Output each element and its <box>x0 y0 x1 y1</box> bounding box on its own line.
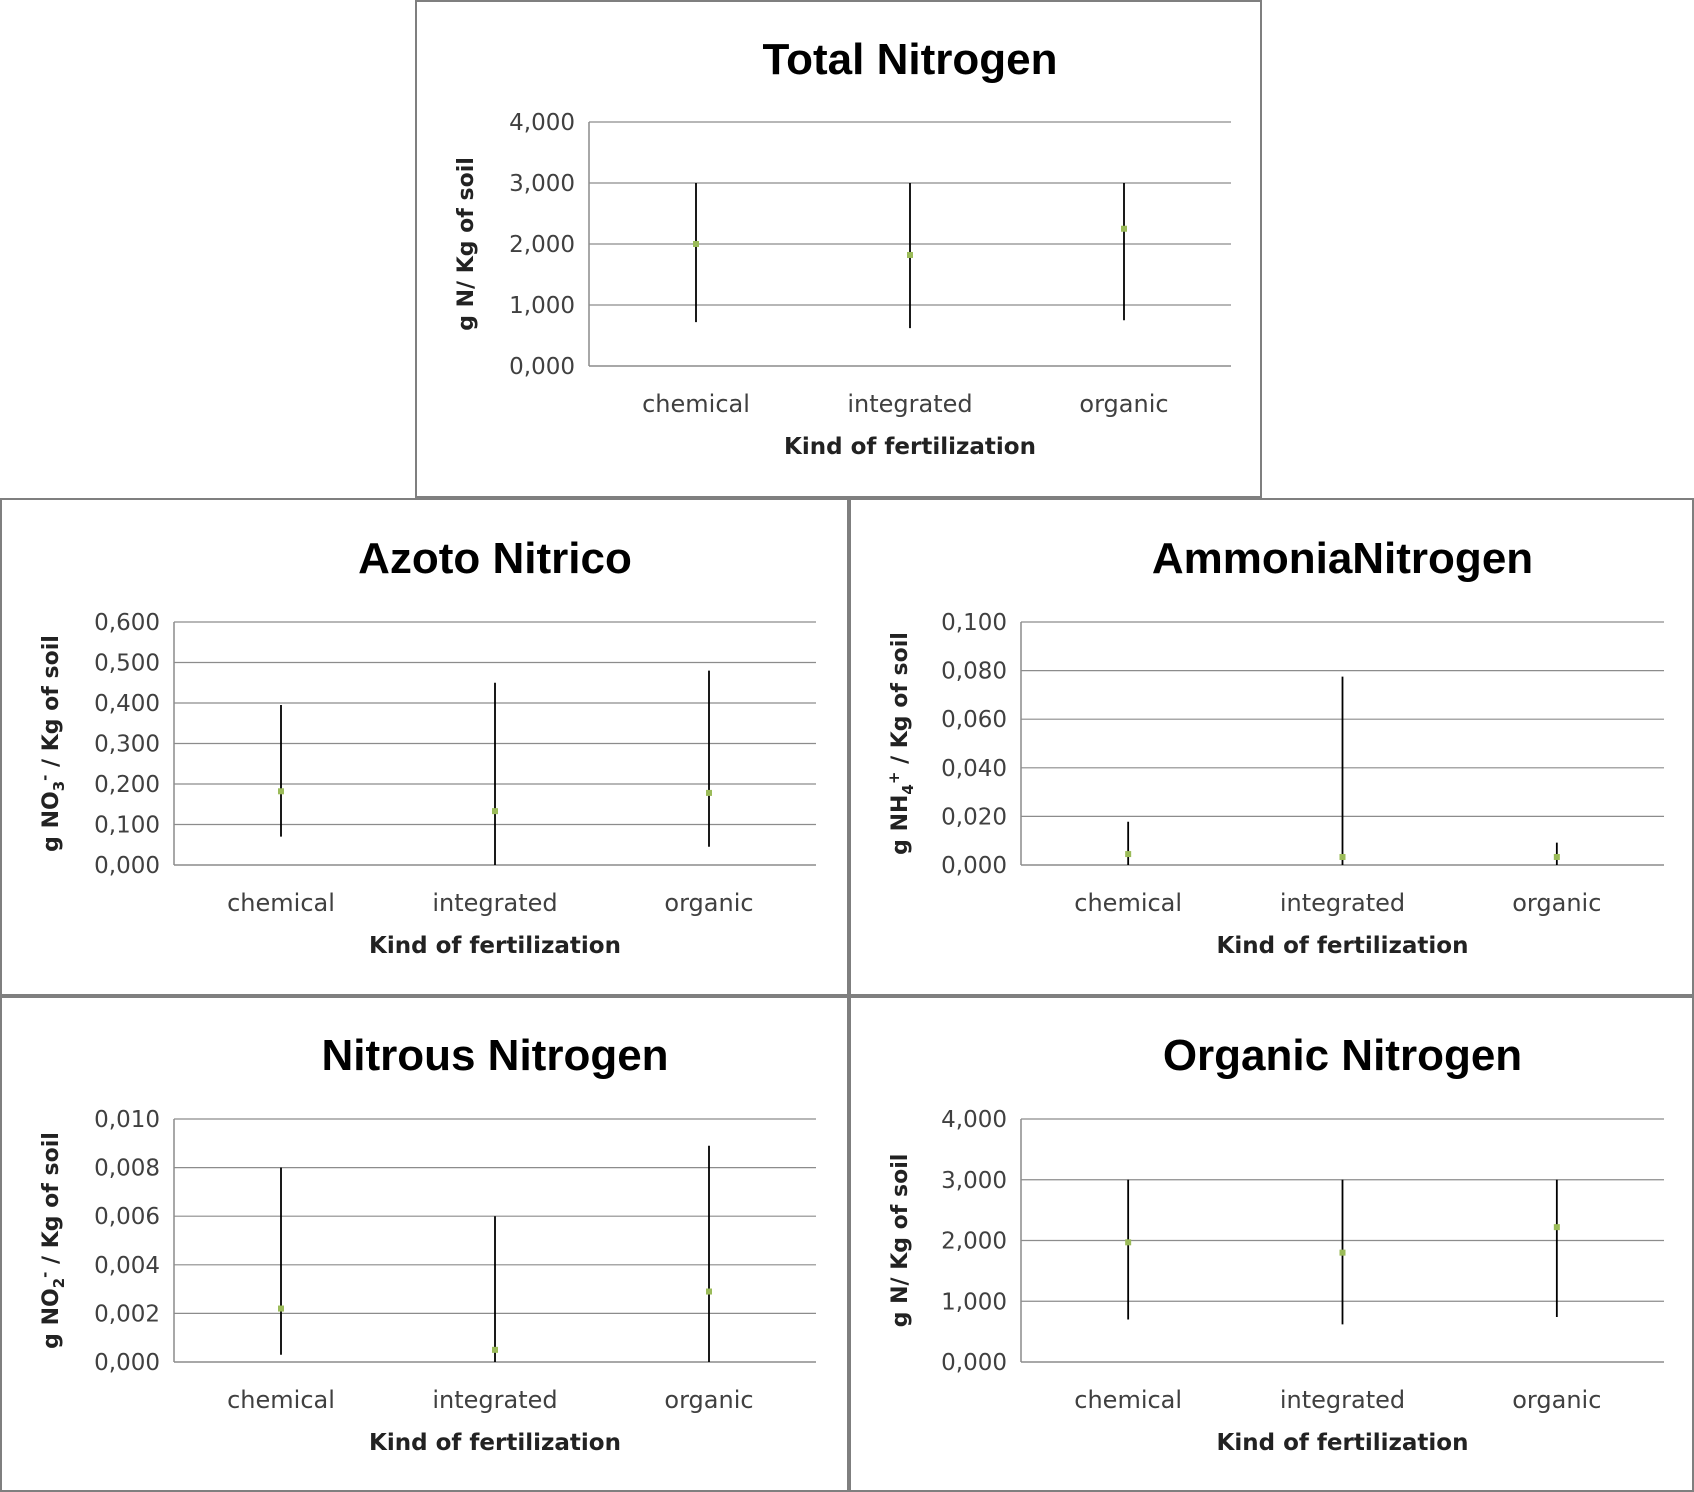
chart-azoto-nitrico: Azoto Nitrico 0,000 0,100 0,200 0,300 0,400 0,… <box>36 534 816 959</box>
y-axis-label: g N/ Kg of soil <box>454 157 479 331</box>
data-point <box>693 241 699 247</box>
data-point <box>492 808 498 815</box>
data-point <box>1553 1224 1560 1231</box>
y-tick-label: 3,000 <box>509 171 575 197</box>
data-point <box>1339 1249 1346 1256</box>
data-point <box>1121 225 1127 232</box>
data-point <box>706 789 712 796</box>
chart-title: Total Nitrogen <box>763 35 1058 84</box>
x-tick-label: chemical <box>1074 1386 1182 1414</box>
data-point <box>1553 853 1560 860</box>
y-tick-label: 2,000 <box>941 1229 1007 1255</box>
y-tick-label: 2,000 <box>509 232 575 258</box>
chart-organic-nitrogen: Organic Nitrogen 0,000 1,000 2,000 3,000 4,00… <box>888 1031 1664 1456</box>
y-tick-label: 0,002 <box>94 1301 160 1327</box>
x-tick-label: chemical <box>227 1386 335 1414</box>
y-tick-label: 0,006 <box>94 1204 160 1230</box>
data-point <box>1339 853 1346 860</box>
x-tick-label: integrated <box>847 390 972 418</box>
x-tick-label: chemical <box>1074 889 1182 917</box>
x-axis-label: Kind of fertilization <box>369 1430 621 1456</box>
chart-panel-total-nitrogen: Total Nitrogen 0,000 1,000 2,000 3,000 4,000 c… <box>415 0 1262 498</box>
y-tick-label: 0,300 <box>94 732 160 758</box>
x-tick-label: chemical <box>642 390 750 418</box>
y-tick-label: 0,010 <box>94 1107 160 1133</box>
y-tick-label: 0,000 <box>94 853 160 879</box>
x-tick-label: integrated <box>432 1386 557 1414</box>
chart-panel-azoto-nitrico: Azoto Nitrico 0,000 0,100 0,200 0,300 0,400 0,… <box>0 498 849 996</box>
y-tick-label: 4,000 <box>941 1107 1007 1133</box>
chart-panel-organic-nitrogen: Organic Nitrogen 0,000 1,000 2,000 3,000 4,00… <box>849 996 1694 1492</box>
y-tick-label: 0,000 <box>941 1350 1007 1376</box>
chart-title: Organic Nitrogen <box>1163 1031 1522 1080</box>
y-tick-label: 1,000 <box>509 293 575 319</box>
y-axis-label: g NO3- / Kg of soil <box>36 635 68 852</box>
y-tick-label: 0,400 <box>94 691 160 717</box>
chart-title: AmmoniaNitrogen <box>1152 534 1533 583</box>
x-axis-label: Kind of fertilization <box>784 434 1036 460</box>
y-tick-label: 0,200 <box>94 772 160 798</box>
x-axis-label: Kind of fertilization <box>1217 1430 1469 1456</box>
x-tick-label: integrated <box>1280 1386 1405 1414</box>
y-tick-label: 4,000 <box>509 110 575 136</box>
data-point <box>706 1288 712 1295</box>
y-tick-label: 0,000 <box>509 354 575 380</box>
x-tick-label: integrated <box>1280 889 1405 917</box>
y-tick-label: 0,000 <box>941 853 1007 879</box>
y-tick-label: 0,600 <box>94 610 160 636</box>
y-tick-label: 0,080 <box>941 659 1007 685</box>
y-tick-label: 0,008 <box>94 1156 160 1182</box>
y-tick-label: 0,004 <box>94 1253 160 1279</box>
data-point <box>907 251 913 258</box>
y-tick-label: 0,000 <box>94 1350 160 1376</box>
y-tick-label: 0,060 <box>941 707 1007 733</box>
y-axis-label: g NO2- / Kg of soil <box>36 1132 68 1349</box>
x-tick-label: organic <box>664 1386 753 1414</box>
data-point <box>1125 1239 1132 1246</box>
y-axis-label: g NH4+ / Kg of soil <box>885 632 917 855</box>
x-tick-label: chemical <box>227 889 335 917</box>
x-tick-label: organic <box>1512 1386 1601 1414</box>
data-point <box>1125 851 1132 858</box>
x-tick-label: integrated <box>432 889 557 917</box>
x-tick-label: organic <box>664 889 753 917</box>
chart-panel-ammonia-nitrogen: AmmoniaNitrogen 0,000 0,020 0,040 0,060 0,080… <box>849 498 1694 996</box>
x-axis-label: Kind of fertilization <box>1217 933 1469 959</box>
y-tick-label: 1,000 <box>941 1289 1007 1315</box>
chart-title: Azoto Nitrico <box>358 534 632 583</box>
y-axis-label: g N/ Kg of soil <box>888 1154 913 1328</box>
chart-title: Nitrous Nitrogen <box>321 1031 668 1080</box>
chart-ammonia-nitrogen: AmmoniaNitrogen 0,000 0,020 0,040 0,060 0,080… <box>885 534 1664 959</box>
x-tick-label: organic <box>1512 889 1601 917</box>
y-tick-label: 0,500 <box>94 651 160 677</box>
data-point <box>278 1305 284 1312</box>
data-point <box>278 788 284 795</box>
y-tick-label: 3,000 <box>941 1168 1007 1194</box>
y-tick-label: 0,100 <box>94 813 160 839</box>
chart-total-nitrogen: Total Nitrogen 0,000 1,000 2,000 3,000 4,000 c… <box>454 35 1231 460</box>
chart-panel-nitrous-nitrogen: Nitrous Nitrogen 0,000 0,002 0,004 0,006 0,00… <box>0 996 849 1492</box>
x-tick-label: organic <box>1079 390 1168 418</box>
y-tick-label: 0,100 <box>941 610 1007 636</box>
chart-nitrous-nitrogen: Nitrous Nitrogen 0,000 0,002 0,004 0,006 0,00… <box>36 1031 816 1456</box>
data-point <box>492 1346 498 1353</box>
y-tick-label: 0,020 <box>941 804 1007 830</box>
x-axis-label: Kind of fertilization <box>369 933 621 959</box>
y-tick-label: 0,040 <box>941 756 1007 782</box>
